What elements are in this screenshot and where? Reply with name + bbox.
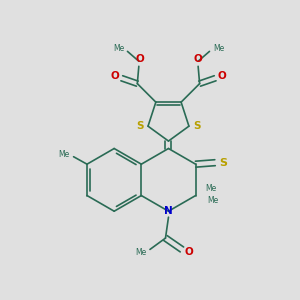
Text: Me: Me [113, 44, 125, 53]
Text: S: S [219, 158, 227, 168]
Text: N: N [164, 206, 173, 216]
Text: O: O [135, 54, 144, 64]
Text: Me: Me [58, 150, 69, 159]
Text: O: O [218, 71, 227, 81]
Text: Me: Me [207, 196, 219, 206]
Text: Me: Me [135, 248, 147, 257]
Text: S: S [194, 121, 201, 131]
Text: O: O [184, 247, 193, 257]
Text: S: S [136, 121, 143, 131]
Text: Me: Me [206, 184, 217, 194]
Text: O: O [110, 71, 119, 81]
Text: O: O [193, 54, 202, 64]
Text: Me: Me [213, 44, 224, 53]
